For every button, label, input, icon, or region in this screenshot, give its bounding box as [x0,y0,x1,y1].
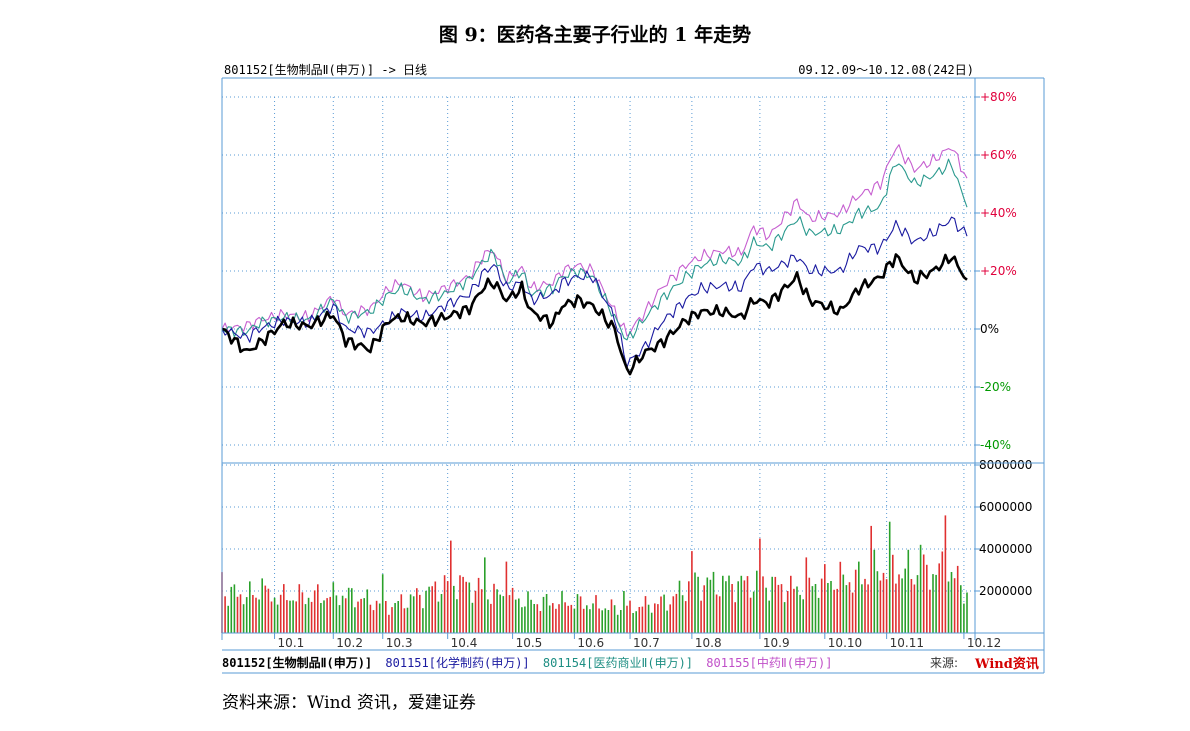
legend-item-commerce[interactable]: 801154[医药商业Ⅱ(申万)] [542,656,694,670]
legend-item-chem[interactable]: 801151[化学制药(申万)] [385,656,530,670]
legend-item-bio[interactable]: 801152[生物制品Ⅱ(申万)] [222,656,373,670]
legend: 801152[生物制品Ⅱ(申万)] 801151[化学制药(申万)] 80115… [222,654,1044,672]
figure-title: 图 9：医药各主要子行业的 1 年走势 [438,24,752,46]
price-tick-label: +60% [980,148,1017,162]
date-tick-label: 10.3 [386,636,413,650]
volume-axis-ticks: 8000000 6000000 4000000 2000000 [975,458,1032,598]
commerce-series-line [221,158,968,341]
price-lines [221,144,968,376]
chem-series-line [221,216,968,368]
source-label: 来源: [930,656,959,670]
volume-tick-label: 2000000 [979,584,1032,598]
price-grid [222,96,975,446]
volume-tick-label: 6000000 [979,500,1032,514]
date-tick-label: 10.4 [451,636,478,650]
price-axis-ticks: +80% +60% +40% +20% 0% -20% -40% [975,90,1017,452]
date-tick-label: 10.6 [577,636,604,650]
price-tick-label: +40% [980,206,1017,220]
date-tick-label: 10.2 [336,636,363,650]
volume-tick-label: 4000000 [979,542,1032,556]
chart-header: 801152[生物制品Ⅱ(申万)] -> 日线 09.12.09～10.12.0… [222,60,978,78]
date-tick-label: 10.1 [278,636,305,650]
header-date-range: 09.12.09～10.12.08(242日) [798,63,974,77]
date-tick-label: 10.11 [890,636,924,650]
price-tick-label: 0% [980,322,999,336]
header-security-label: 801152[生物制品Ⅱ(申万)] -> 日线 [224,63,428,77]
wind-logo: Wind资讯 [975,657,1039,672]
legend-item-tcm[interactable]: 801155[中药Ⅱ(申万)] [706,656,833,670]
price-tick-label: +80% [980,90,1017,104]
price-tick-label: -20% [980,380,1011,394]
date-tick-label: 10.7 [633,636,660,650]
date-tick-label: 10.12 [967,636,1001,650]
date-tick-label: 10.5 [516,636,543,650]
price-tick-label: -40% [980,438,1011,452]
bio-series-line [221,253,968,376]
volume-bars [221,515,968,633]
volume-tick-label: 8000000 [979,458,1032,472]
source-note: 资料来源：Wind 资讯，爱建证券 [222,693,476,713]
date-tick-label: 10.8 [695,636,722,650]
date-axis-ticks: 10.1 10.2 10.3 10.4 10.5 10.6 10.7 10.8 10.9 10.1… [274,633,1001,650]
date-tick-label: 10.10 [828,636,862,650]
price-tick-label: +20% [980,264,1017,278]
date-tick-label: 10.9 [763,636,790,650]
panel-frames [221,77,1045,674]
